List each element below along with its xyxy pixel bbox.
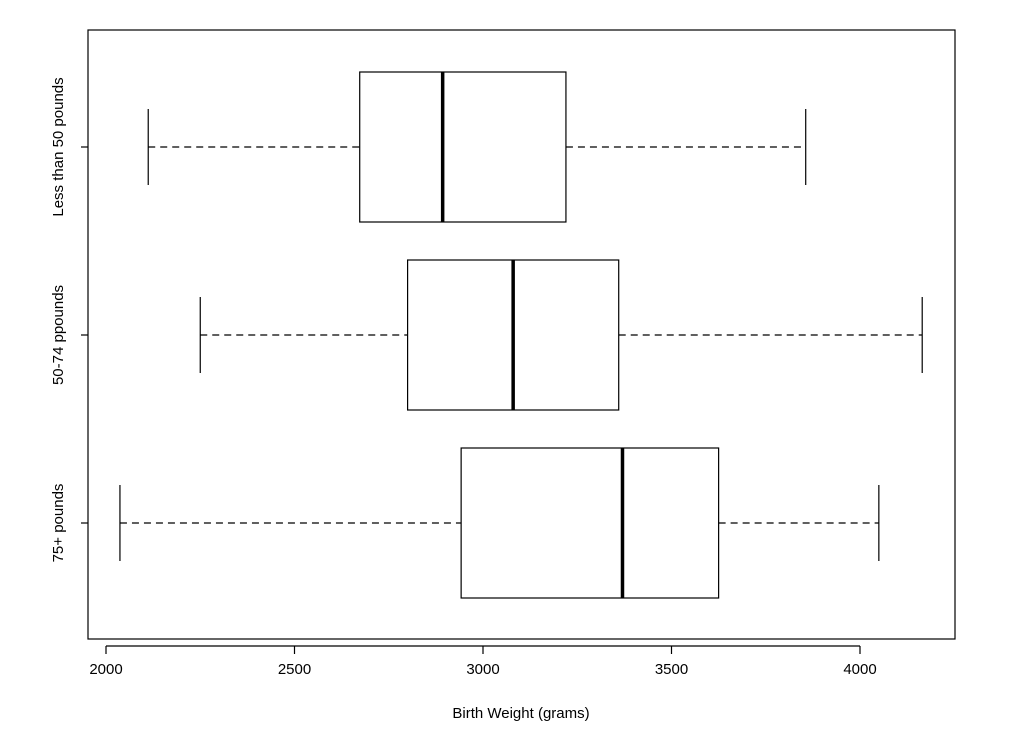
box-group xyxy=(119,447,880,599)
y-tick-label: Less than 50 pounds xyxy=(50,77,67,216)
y-axis: Less than 50 pounds 50-74 ppounds 75+ poun… xyxy=(50,77,88,562)
y-tick-label: 50-74 ppounds xyxy=(50,285,67,385)
x-tick-label: 2000 xyxy=(89,661,122,678)
boxes-layer xyxy=(119,71,923,599)
x-axis-label: Birth Weight (grams) xyxy=(452,705,589,722)
x-tick-label: 3500 xyxy=(655,661,688,678)
box-iqr xyxy=(460,447,720,599)
box-group xyxy=(199,259,923,411)
x-tick-label: 2500 xyxy=(278,661,311,678)
x-tick-label: 3000 xyxy=(466,661,499,678)
y-tick-label: 75+ pounds xyxy=(50,484,67,563)
box-group xyxy=(147,71,807,223)
x-tick-label: 4000 xyxy=(843,661,876,678)
box-iqr xyxy=(359,71,567,223)
x-axis: 2000 2500 3000 3500 4000 xyxy=(89,645,877,678)
